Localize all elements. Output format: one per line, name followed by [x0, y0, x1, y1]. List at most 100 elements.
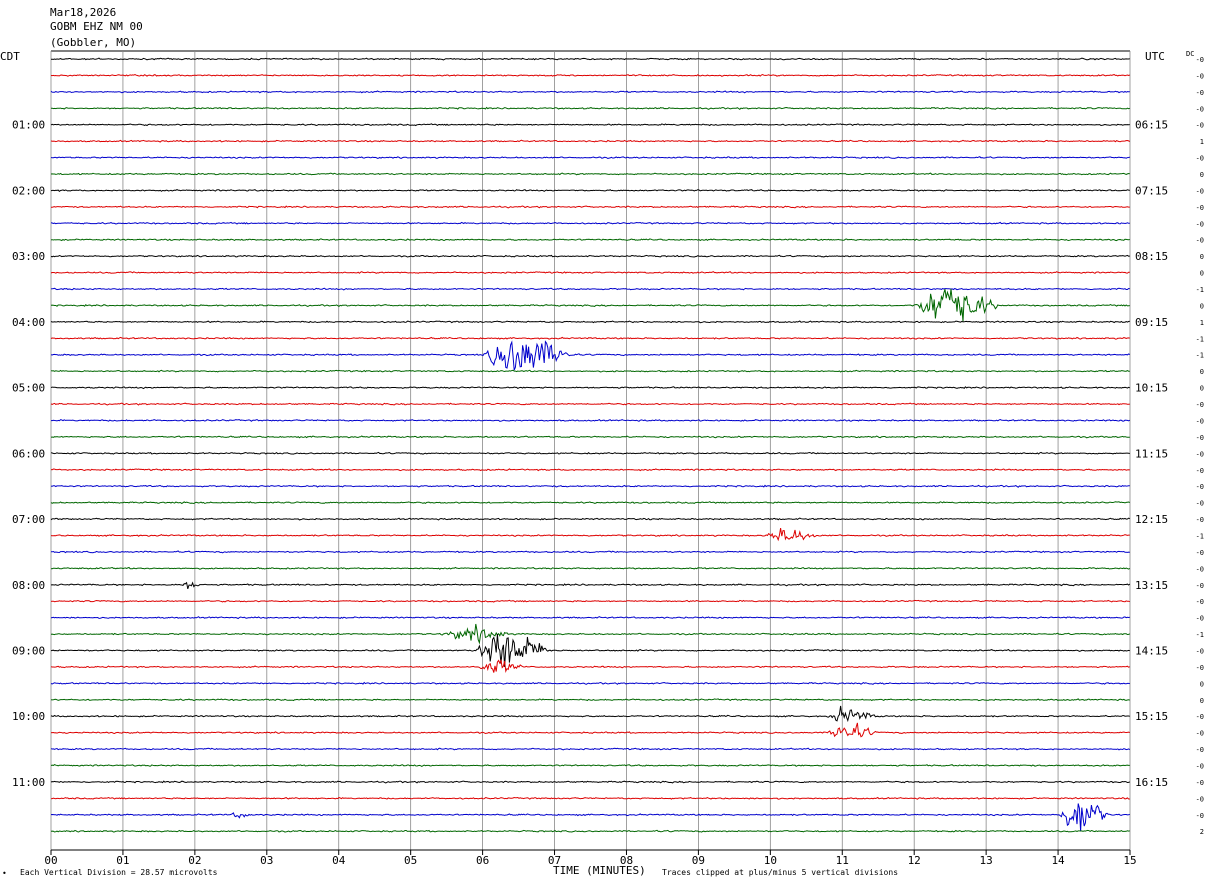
dc-offset-value: -0 — [1196, 565, 1204, 573]
station-label: GOBM EHZ NM 00 — [50, 20, 143, 33]
trace-row — [50, 501, 1130, 505]
dc-offset-value: -1 — [1196, 532, 1204, 540]
trace-row — [50, 221, 1130, 225]
trace-row — [50, 73, 1130, 77]
dc-offset-value: 0 — [1200, 368, 1204, 376]
dc-offset-value: -0 — [1196, 89, 1204, 97]
left-time-label: 11:00 — [12, 776, 45, 789]
dc-offset-value: -0 — [1196, 401, 1204, 409]
right-time-label: 12:15 — [1135, 513, 1168, 526]
trace-row — [50, 238, 1130, 242]
dc-offset-value: -0 — [1196, 713, 1204, 721]
scale-note: Each Vertical Division = 28.57 microvolt… — [20, 868, 218, 877]
left-time-labels: 01:00 02:00 03:00 04:00 05:00 06:00 07:00 08:00… — [12, 119, 45, 789]
trace-row — [50, 435, 1130, 439]
trace-row — [50, 722, 1130, 738]
x-tick-label: 05 — [404, 854, 417, 867]
right-time-label: 16:15 — [1135, 776, 1168, 789]
dc-offset-value: 0 — [1200, 171, 1204, 179]
dc-offset-value: 0 — [1200, 680, 1204, 688]
left-time-label: 03:00 — [12, 250, 45, 263]
dc-offset-value: 2 — [1200, 828, 1204, 836]
trace-row — [50, 402, 1130, 406]
dc-offset-value: -0 — [1196, 549, 1204, 557]
trace-row — [50, 90, 1130, 94]
x-tick-label: 08 — [620, 854, 633, 867]
trace-row — [50, 369, 1130, 373]
dc-offset-value: 0 — [1200, 253, 1204, 261]
trace-row — [50, 386, 1130, 390]
dc-offset-value: -0 — [1196, 105, 1204, 113]
trace-row — [50, 517, 1130, 521]
dc-offset-value: -0 — [1196, 434, 1204, 442]
trace-row — [50, 340, 1130, 371]
dc-offset-value: -0 — [1196, 730, 1204, 738]
x-tick-label: 00 — [44, 854, 57, 867]
right-time-label: 06:15 — [1135, 119, 1168, 132]
x-tick-label: 04 — [332, 854, 346, 867]
trace-row — [50, 287, 1130, 291]
x-tick-label: 01 — [116, 854, 129, 867]
trace-row — [50, 623, 1131, 645]
x-tick-label: 06 — [476, 854, 489, 867]
dc-offset-value: -0 — [1196, 779, 1204, 787]
left-axis-title: CDT — [0, 50, 20, 63]
trace-row — [50, 796, 1130, 800]
trace-row — [50, 172, 1130, 176]
left-time-label: 08:00 — [12, 579, 45, 592]
right-time-label: 10:15 — [1135, 382, 1168, 395]
trace-row — [50, 633, 1130, 668]
trace-row — [50, 336, 1130, 340]
dc-offset-value: 0 — [1200, 697, 1204, 705]
left-time-label: 06:00 — [12, 447, 45, 460]
right-time-label: 11:15 — [1135, 447, 1168, 460]
dc-offset-value: 0 — [1200, 270, 1204, 278]
dc-offset-value: -0 — [1196, 516, 1204, 524]
trace-row — [50, 139, 1131, 143]
trace-row — [51, 205, 1130, 209]
x-tick-label: 11 — [836, 854, 849, 867]
x-tick-label: 02 — [188, 854, 201, 867]
trace-row — [50, 698, 1130, 702]
corner-mark: • — [2, 869, 7, 878]
dc-offset-value: -0 — [1196, 795, 1204, 803]
trace-row — [50, 189, 1130, 192]
x-tick-labels: 00 01 02 03 04 05 06 07 08 09 10 11 12 13 14 15 — [44, 850, 1137, 867]
trace-row — [50, 780, 1131, 784]
dc-offset-value: -0 — [1196, 220, 1204, 228]
dc-offset-value: -0 — [1196, 237, 1204, 245]
trace-row — [50, 550, 1130, 554]
trace-row — [50, 123, 1130, 127]
dc-offset-value: -0 — [1196, 812, 1204, 820]
x-tick-label: 09 — [692, 854, 705, 867]
clip-note: Traces clipped at plus/minus 5 vertical … — [662, 868, 898, 877]
trace-row — [50, 528, 1130, 542]
left-time-label: 07:00 — [12, 513, 45, 526]
date-label: Mar18,2026 — [50, 6, 116, 19]
dc-offset-value: -1 — [1196, 631, 1204, 639]
dc-offset-value: -0 — [1196, 582, 1204, 590]
dc-offset-value: -1 — [1196, 286, 1204, 294]
dc-offset-value: -0 — [1196, 187, 1204, 195]
right-time-label: 14:15 — [1135, 644, 1168, 657]
dc-offset-value: -0 — [1196, 664, 1204, 672]
right-time-labels: 06:15 07:15 08:15 09:15 10:15 11:15 12:15 13:15… — [1135, 119, 1168, 789]
x-tick-label: 15 — [1123, 854, 1136, 867]
dc-offset-value: -1 — [1196, 352, 1204, 360]
dc-offset-value: -0 — [1196, 204, 1204, 212]
x-tick-label: 12 — [908, 854, 921, 867]
left-time-label: 04:00 — [12, 316, 45, 329]
dc-offset-value: -0 — [1196, 762, 1204, 770]
trace-row — [50, 484, 1130, 488]
dc-offset-value: 1 — [1200, 319, 1204, 327]
trace-row — [50, 581, 1131, 590]
dc-offset-value: -0 — [1196, 746, 1204, 754]
right-time-label: 13:15 — [1135, 579, 1168, 592]
trace-row — [50, 747, 1131, 751]
dc-offset-value: -0 — [1196, 450, 1204, 458]
trace-row — [51, 57, 1130, 61]
dc-offset-value: -0 — [1196, 483, 1204, 491]
trace-row — [50, 764, 1130, 767]
trace-row — [51, 566, 1131, 570]
